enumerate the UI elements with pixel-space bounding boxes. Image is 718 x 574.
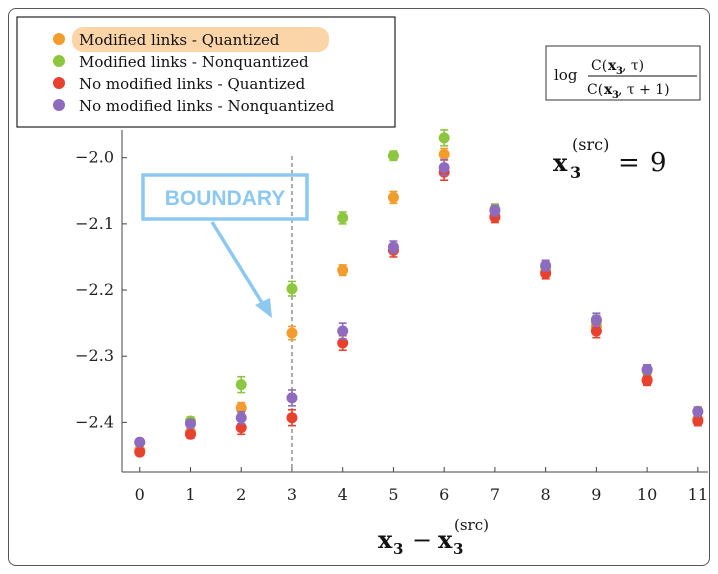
data-point [438,162,450,174]
x-tick-label: 3 [287,485,297,504]
data-point [286,392,298,404]
axes: 0 1 2 3 4 5 6 7 8 9 10 11 −2.0 −2.1 −2.2 −2.3 −2.4 [75,130,708,504]
svg-text:C(: C( [591,58,607,74]
data-point [590,325,602,337]
svg-text:−: − [412,526,432,554]
svg-text:3: 3 [616,66,623,77]
x-tick-label: 8 [541,485,551,504]
data-points [134,129,704,458]
data-point [438,148,450,160]
data-point [590,314,602,326]
data-point [337,337,349,349]
x-tick-label: 0 [135,485,145,504]
data-point [337,325,349,337]
svg-text:C(: C( [587,82,603,98]
legend: Modified links - Quantized Modified links… [16,16,396,128]
svg-text:x: x [608,58,617,74]
data-point [387,150,399,162]
legend-marker [53,77,65,89]
data-point [387,191,399,203]
x-tick-label: 10 [637,485,657,504]
x-tick-label: 4 [338,485,348,504]
legend-label: Modified links - Nonquantized [79,53,309,71]
svg-text:3: 3 [612,90,619,101]
data-point [337,212,349,224]
y-tick-label: −2.1 [75,214,114,233]
data-point [286,412,298,424]
x-axis-label: x 3 − x 3 (src) [378,516,489,558]
y-tick-label: −2.4 [75,412,114,431]
svg-text:, τ): , τ) [622,58,644,74]
data-point [134,446,146,458]
legend-label: No modified links - Quantized [79,75,306,93]
formula-box: log C( x 3 , τ) C( x 3 , τ + 1) [545,45,701,101]
y-tick-label: −2.3 [75,346,114,365]
boundary-annotation: BOUNDARY [141,156,309,472]
data-point [235,412,247,424]
svg-text:=: = [618,148,640,178]
data-point [286,327,298,339]
data-point [184,428,196,440]
x-tick-label: 11 [688,485,708,504]
x-tick-label: 9 [591,485,601,504]
boundary-arrow [210,221,266,307]
x-tick-label: 1 [185,485,195,504]
boundary-label-box [141,173,309,221]
data-point [235,422,247,434]
legend-label: Modified links - Quantized [79,31,280,49]
svg-text:x: x [438,525,453,554]
legend-highlight [72,27,329,52]
svg-text:log: log [554,66,578,84]
data-point [540,260,552,272]
data-point [184,418,196,430]
data-point [692,415,704,427]
data-point [387,241,399,253]
data-point [489,205,501,217]
x-tick-label: 7 [490,485,500,504]
svg-text:3: 3 [570,163,581,182]
legend-marker [53,99,65,111]
legend-label: No modified links - Nonquantized [79,97,335,115]
legend-marker [53,55,65,67]
data-point [438,132,450,144]
data-point [692,406,704,418]
y-tick-label: −2.0 [75,148,114,167]
data-point [286,283,298,295]
svg-text:9: 9 [650,148,667,178]
boundary-label: BOUNDARY [165,187,286,210]
x-tick-label: 5 [388,485,398,504]
series-3 [134,158,704,448]
source-position-label: x 3 (src) = 9 [553,135,667,182]
svg-text:x: x [378,525,393,554]
x-tick-label: 6 [439,485,449,504]
data-point [235,402,247,414]
data-point [134,436,146,448]
data-point [641,363,653,375]
svg-text:(src): (src) [572,135,609,154]
svg-text:3: 3 [453,540,463,558]
boundary-arrowhead [255,298,272,318]
x-tick-label: 2 [236,485,246,504]
legend-marker [53,33,65,45]
svg-text:, τ + 1): , τ + 1) [618,82,670,98]
svg-text:x: x [604,82,613,98]
data-point [337,264,349,276]
svg-text:3: 3 [393,540,403,558]
svg-text:x: x [553,148,568,177]
data-point [641,375,653,387]
svg-text:(src): (src) [454,516,489,534]
data-point [235,379,247,391]
y-tick-label: −2.2 [75,280,114,299]
